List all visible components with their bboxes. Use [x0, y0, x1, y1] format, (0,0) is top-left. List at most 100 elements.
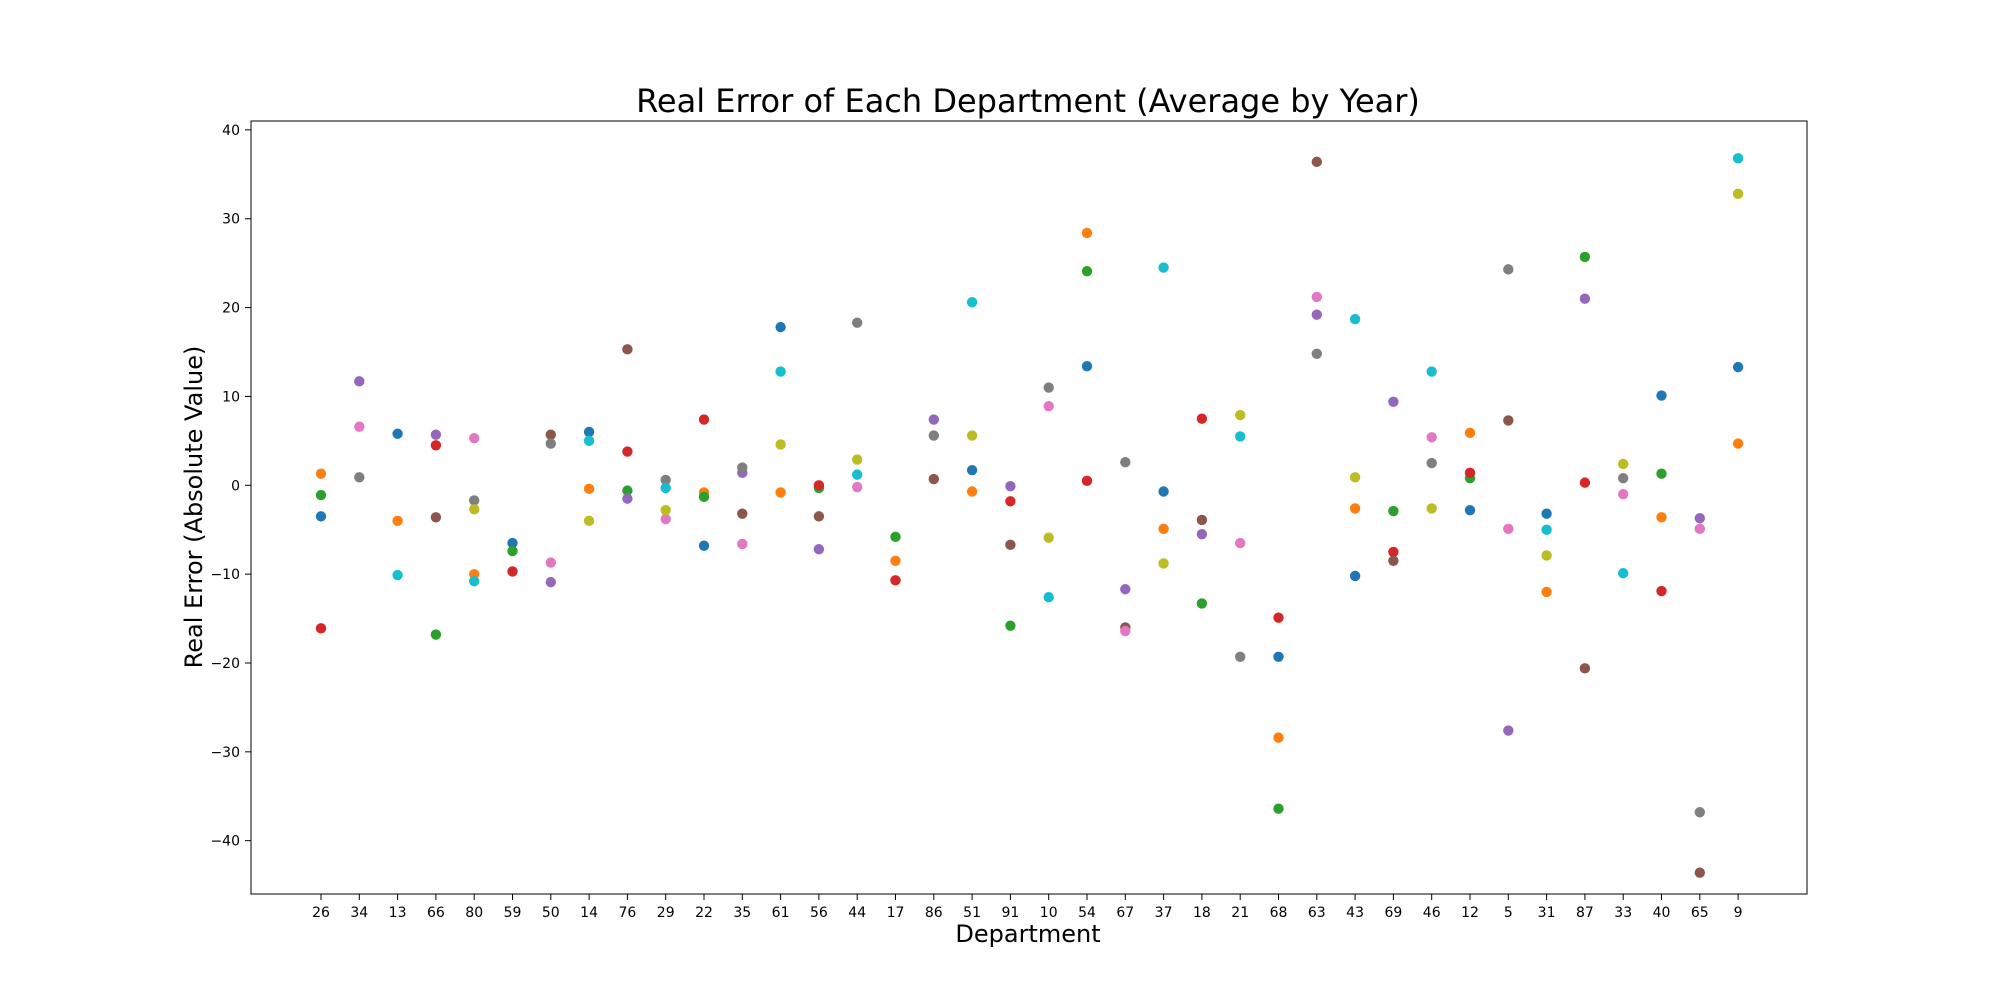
data-point [1541, 508, 1552, 519]
data-point [622, 446, 633, 457]
data-point [392, 428, 403, 439]
data-point [1005, 620, 1016, 631]
data-point [660, 474, 671, 486]
x-tick-label: 80 [465, 905, 483, 921]
data-point [1694, 523, 1706, 535]
data-point [1273, 612, 1284, 623]
data-point [1043, 382, 1054, 393]
data-point [1426, 457, 1437, 469]
data-point [1120, 456, 1131, 468]
data-point [698, 491, 710, 503]
data-point [1541, 550, 1552, 561]
data-point [1541, 524, 1552, 535]
data-point [1043, 401, 1054, 412]
data-point [852, 454, 863, 465]
data-point [1043, 592, 1054, 603]
x-tick-label: 12 [1461, 905, 1479, 921]
x-tick-label: 43 [1346, 905, 1364, 921]
data-point [469, 568, 480, 580]
data-point [354, 421, 365, 432]
data-point [1273, 651, 1284, 662]
data-point [1464, 467, 1476, 479]
x-axis: 26 34 13 66 80 59 50 14 76 29 22 35 61 56 44 17 86 51 91 10… [312, 894, 1743, 921]
x-tick-label: 50 [542, 905, 560, 921]
data-point [737, 462, 748, 473]
y-tick-label: 20 [222, 301, 240, 317]
data-point [1043, 532, 1054, 543]
x-tick-label: 13 [389, 905, 407, 921]
data-point [1656, 390, 1667, 401]
data-point [1656, 512, 1667, 523]
data-point [1464, 427, 1476, 439]
x-tick-label: 54 [1078, 905, 1096, 921]
data-point [1349, 472, 1361, 483]
data-point [583, 515, 595, 527]
data-point [1656, 585, 1667, 597]
y-axis: −40 −30 −20 −10 0 10 20 30 40 [210, 123, 251, 850]
data-point [852, 317, 863, 328]
data-point [1196, 413, 1208, 424]
x-tick-label: 34 [350, 905, 368, 921]
data-point [1081, 265, 1093, 277]
data-point [1005, 496, 1016, 507]
data-point [928, 430, 939, 441]
data-point [1196, 598, 1208, 609]
data-point [1158, 486, 1169, 497]
x-tick-label: 76 [618, 905, 636, 921]
data-point [1196, 528, 1208, 540]
data-point [430, 429, 442, 440]
data-point [469, 504, 480, 515]
y-tick-label: −40 [210, 834, 240, 850]
data-point [315, 623, 327, 634]
x-tick-label: 68 [1270, 905, 1288, 921]
data-point [775, 366, 786, 377]
data-point [852, 481, 863, 493]
data-point [775, 487, 786, 498]
data-point [583, 426, 595, 438]
data-point [966, 297, 978, 308]
data-point [1235, 651, 1246, 662]
x-tick-label: 31 [1538, 905, 1556, 921]
chart-title: Real Error of Each Department (Average b… [636, 82, 1420, 120]
data-point [1196, 514, 1208, 526]
data-point [1158, 523, 1169, 535]
data-point [966, 486, 978, 497]
data-point [660, 482, 671, 494]
x-tick-label: 65 [1691, 905, 1709, 921]
data-point [1579, 663, 1591, 674]
x-tick-label: 10 [1040, 905, 1058, 921]
data-point [469, 432, 480, 444]
data-point [354, 472, 365, 483]
y-tick-label: 0 [231, 478, 240, 494]
y-tick-label: −20 [210, 656, 240, 672]
x-tick-label: 29 [657, 905, 675, 921]
data-point [1349, 503, 1361, 514]
data-point [507, 566, 518, 577]
data-point [1541, 586, 1552, 598]
data-point [469, 495, 480, 506]
data-point [315, 511, 327, 522]
x-tick-label: 17 [887, 905, 905, 921]
data-point [622, 485, 633, 496]
data-point [775, 439, 786, 450]
x-tick-label: 18 [1193, 905, 1211, 921]
data-point [1732, 438, 1744, 449]
x-tick-label: 22 [695, 905, 713, 921]
data-point [315, 468, 327, 479]
data-point [545, 557, 556, 568]
x-tick-label: 5 [1504, 905, 1513, 921]
y-tick-label: 40 [222, 123, 240, 139]
x-tick-label: 61 [772, 905, 790, 921]
x-tick-label: 26 [312, 905, 330, 921]
data-point [737, 508, 748, 519]
plot-frame [250, 120, 1808, 895]
data-point [1311, 309, 1323, 320]
data-point [1235, 537, 1246, 549]
data-point [775, 321, 786, 333]
data-point [392, 515, 403, 527]
data-point [1503, 264, 1514, 275]
data-point [1618, 472, 1629, 484]
x-tick-label: 9 [1734, 905, 1743, 921]
x-tick-label: 67 [1116, 905, 1134, 921]
